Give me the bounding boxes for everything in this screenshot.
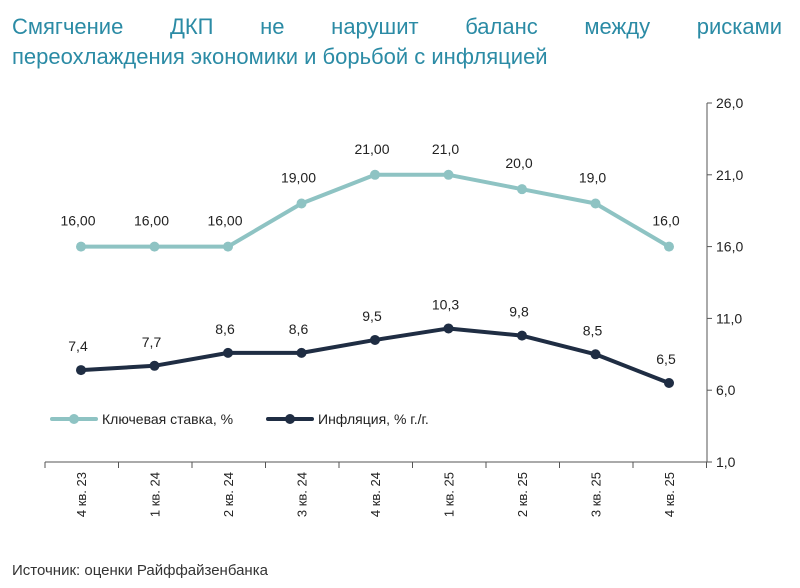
y-tick-label: 16,0 [716, 239, 743, 255]
x-tick-label: 2 кв. 24 [221, 472, 236, 517]
x-tick-label: 4 кв. 23 [74, 472, 89, 517]
data-label: 8,5 [583, 322, 603, 338]
x-tick-label: 2 кв. 25 [515, 472, 530, 517]
data-label: 7,4 [68, 338, 88, 354]
data-point [443, 323, 454, 334]
data-point [76, 241, 86, 252]
data-label: 10,3 [432, 296, 459, 312]
data-point [370, 169, 380, 180]
data-point [149, 241, 160, 252]
data-label: 19,00 [281, 170, 316, 186]
legend-label: Ключевая ставка, % [102, 411, 233, 427]
source-note: Источник: оценки Райффайзенбанка [12, 562, 268, 579]
data-point [590, 349, 601, 360]
data-point [296, 347, 307, 358]
data-point [517, 330, 527, 341]
data-label: 16,00 [134, 213, 169, 229]
legend-marker [69, 414, 79, 424]
data-label: 19,0 [579, 170, 606, 186]
data-point [296, 198, 307, 209]
data-point [223, 241, 233, 252]
x-tick-label: 1 кв. 24 [148, 472, 163, 517]
data-label: 16,00 [207, 213, 242, 229]
series-line [79, 172, 671, 249]
data-label: 9,5 [362, 308, 382, 324]
data-label: 7,7 [142, 334, 162, 350]
legend-marker [285, 414, 295, 424]
title-line-1: Смягчение ДКП не нарушит баланс между ри… [12, 14, 782, 39]
x-tick-label: 4 кв. 24 [368, 472, 383, 517]
y-tick-label: 1,0 [716, 454, 736, 470]
y-tick-label: 11,0 [716, 310, 742, 326]
data-label: 8,6 [289, 321, 309, 337]
data-point [590, 198, 601, 209]
legend-label: Инфляция, % г./г. [318, 411, 429, 427]
data-label: 21,0 [432, 141, 459, 157]
y-tick-label: 26,0 [716, 95, 743, 111]
chart-title: Смягчение ДКП не нарушит баланс между ри… [12, 12, 782, 72]
x-tick-label: 3 кв. 25 [589, 472, 604, 517]
data-point [443, 169, 454, 180]
x-tick-label: 4 кв. 25 [662, 472, 677, 517]
data-point [517, 184, 527, 195]
data-point [664, 241, 674, 252]
data-point [370, 334, 380, 345]
data-label: 6,5 [656, 351, 676, 367]
y-tick-label: 6,0 [716, 382, 736, 398]
data-label: 20,0 [505, 155, 532, 171]
data-point [223, 347, 233, 358]
data-label: 16,00 [60, 213, 95, 229]
data-point [149, 360, 160, 371]
x-tick-label: 1 кв. 25 [442, 472, 457, 517]
title-line-2: переохлаждения экономики и борьбой с инф… [12, 44, 548, 69]
data-label: 8,6 [215, 321, 235, 337]
data-label: 21,00 [354, 141, 389, 157]
data-label: 9,8 [509, 304, 529, 320]
data-label: 16,0 [652, 213, 679, 229]
data-point [76, 365, 86, 376]
data-point [664, 378, 674, 389]
x-tick-label: 3 кв. 24 [295, 472, 310, 517]
y-tick-label: 21,0 [716, 167, 743, 183]
